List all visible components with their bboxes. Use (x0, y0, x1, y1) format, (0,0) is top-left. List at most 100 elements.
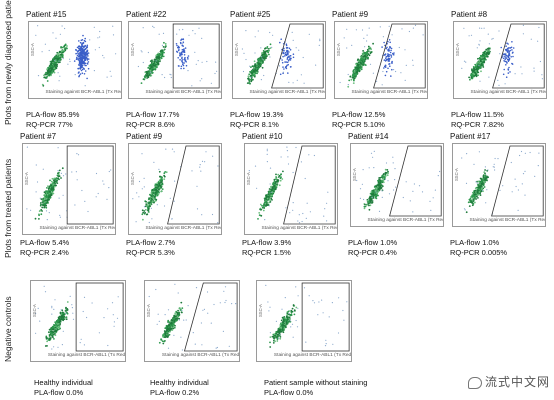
event-dot (283, 320, 285, 323)
event-dot (384, 178, 386, 180)
event-dot (98, 332, 100, 334)
event-dot (271, 46, 273, 48)
event-dot (141, 213, 144, 216)
event-dot (157, 53, 160, 56)
event-dot (57, 172, 59, 175)
event-dot (155, 60, 157, 62)
event-dot (273, 336, 276, 339)
event-dot (178, 317, 180, 320)
event-dot (258, 60, 261, 62)
event-dot (72, 312, 74, 314)
event-dot (57, 318, 59, 321)
event-dot (102, 54, 104, 57)
event-dot (280, 38, 282, 40)
event-dot (178, 49, 180, 51)
event-dot (160, 53, 163, 56)
event-dot (158, 191, 160, 194)
event-dot (35, 312, 37, 314)
event-dot (163, 205, 166, 207)
event-dot (154, 66, 156, 69)
event-dot (144, 208, 147, 211)
event-dot (152, 65, 155, 67)
event-dot (313, 154, 315, 157)
event-dot (242, 70, 245, 73)
event-dot (364, 58, 367, 61)
event-dot (250, 66, 252, 68)
event-dot (275, 177, 277, 180)
event-dot (312, 300, 314, 302)
event-dot (51, 60, 54, 63)
event-dot (103, 317, 105, 319)
event-dot (198, 27, 200, 29)
event-dot (347, 84, 349, 86)
x-axis-label: Staining against BCR-ABL1 (Tx Red) (261, 226, 338, 231)
event-dot (87, 58, 90, 60)
event-dot (215, 61, 217, 63)
event-dot (360, 55, 363, 57)
event-dot (63, 46, 66, 49)
event-dot (477, 197, 479, 199)
event-dot (470, 199, 473, 202)
event-dot (505, 60, 507, 63)
event-dot (75, 52, 77, 55)
event-dot (54, 63, 57, 66)
event-dot (143, 210, 146, 212)
event-dot (65, 312, 67, 314)
event-dot (54, 60, 56, 62)
event-dot (369, 63, 372, 65)
event-dot (54, 334, 57, 337)
event-dot (471, 204, 474, 207)
event-dot (80, 69, 83, 72)
event-dot (170, 74, 172, 76)
event-dot (266, 148, 268, 150)
event-dot (160, 339, 163, 341)
event-dot (66, 301, 69, 303)
event-dot (77, 64, 80, 66)
event-dot (508, 52, 511, 54)
event-dot (363, 198, 365, 201)
event-dot (179, 59, 181, 61)
event-dot (158, 33, 160, 35)
event-dot (58, 169, 61, 172)
event-dot (287, 72, 289, 74)
event-dot (215, 347, 217, 349)
scatter-plot: Staining against BCR-ABL1 (Tx Red) SSC-A (28, 21, 122, 99)
event-dot (286, 312, 289, 315)
event-dot (143, 186, 145, 188)
event-dot (383, 67, 385, 69)
event-dot (405, 64, 407, 66)
event-dot (202, 309, 204, 311)
event-dot (266, 46, 269, 48)
event-dot (217, 165, 219, 167)
event-dot (76, 179, 78, 181)
event-dot (51, 313, 53, 315)
event-dot (260, 214, 263, 217)
event-dot (485, 176, 488, 179)
event-dot (517, 189, 519, 191)
event-dot (48, 71, 51, 73)
scatter-plot: Staining against BCR-ABL1 (Tx Red) SSC-A (452, 143, 546, 227)
event-dot (259, 56, 262, 59)
event-dot (470, 201, 473, 203)
event-dot (504, 58, 506, 61)
event-dot (149, 193, 151, 196)
scatter-plot: Staining against BCR-ABL1 (Tx Red) SSC-A (256, 280, 352, 362)
event-dot (57, 320, 59, 322)
event-dot (301, 220, 303, 223)
event-dot (503, 68, 505, 71)
scatter-dots (137, 23, 220, 89)
event-dot (510, 161, 512, 164)
event-dot (43, 285, 45, 287)
event-dot (149, 69, 152, 72)
event-dot (184, 47, 187, 49)
event-dot (176, 33, 178, 35)
event-dot (375, 187, 378, 190)
event-dot (288, 51, 290, 53)
event-dot (169, 197, 171, 199)
event-dot (161, 49, 164, 52)
event-dot (140, 82, 143, 84)
event-dot (26, 208, 28, 210)
event-dot (201, 214, 203, 216)
scatter-dots (356, 145, 442, 217)
event-dot (468, 205, 471, 207)
